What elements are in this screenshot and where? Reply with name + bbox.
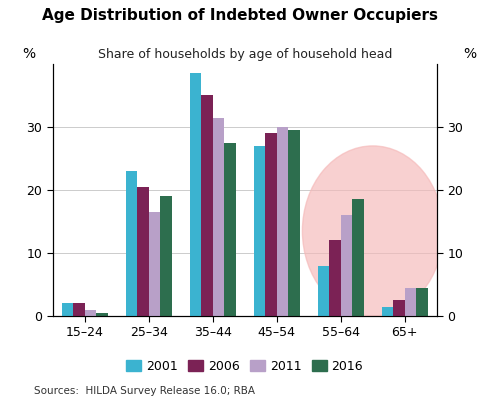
Bar [254,146,265,316]
Bar [382,306,393,316]
Bar [190,74,201,316]
Bar [224,143,236,316]
Text: %: % [464,48,477,62]
Bar [149,212,160,316]
Bar [62,303,73,316]
Bar [405,288,416,316]
Bar [277,127,288,316]
Ellipse shape [302,146,443,316]
Bar [201,96,213,316]
Text: Sources:  HILDA Survey Release 16.0; RBA: Sources: HILDA Survey Release 16.0; RBA [34,386,254,396]
Bar [329,240,341,316]
Bar [352,200,364,316]
Bar [96,313,108,316]
Bar [137,187,149,316]
Bar [213,118,224,316]
Bar [416,288,428,316]
Bar [265,133,277,316]
Bar [73,303,85,316]
Bar [341,215,352,316]
Text: %: % [22,48,35,62]
Bar [160,196,172,316]
Title: Share of households by age of household head: Share of households by age of household … [97,48,392,62]
Bar [318,266,329,316]
Bar [393,300,405,316]
Bar [85,310,96,316]
Text: Age Distribution of Indebted Owner Occupiers: Age Distribution of Indebted Owner Occup… [42,8,438,23]
Bar [288,130,300,316]
Legend: 2001, 2006, 2011, 2016: 2001, 2006, 2011, 2016 [121,355,368,378]
Bar [126,171,137,316]
